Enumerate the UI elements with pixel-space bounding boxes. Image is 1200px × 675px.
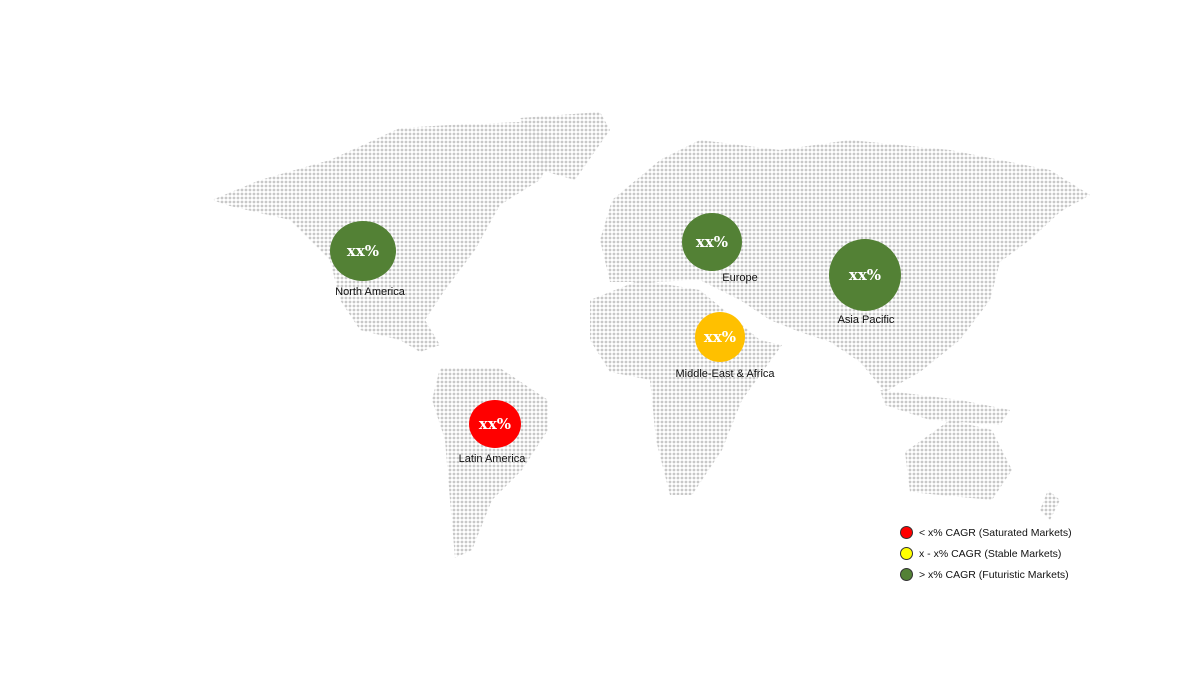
indonesia-landmass bbox=[880, 390, 1010, 425]
australia-landmass bbox=[905, 420, 1012, 500]
legend-item-futuristic: > x% CAGR (Futuristic Markets) bbox=[900, 564, 1072, 585]
region-label-north-america: North America bbox=[335, 286, 405, 298]
greenland-landmass bbox=[520, 112, 610, 180]
legend-label: > x% CAGR (Futuristic Markets) bbox=[919, 568, 1069, 581]
region-label-middle-east-africa: Middle-East & Africa bbox=[675, 368, 775, 380]
yellow-dot-icon bbox=[900, 547, 913, 560]
region-label-latin-america: Latin America bbox=[458, 453, 526, 465]
region-bubble-europe: xx% bbox=[682, 213, 742, 271]
legend-item-stable: x - x% CAGR (Stable Markets) bbox=[900, 543, 1072, 564]
region-label-asia-pacific: Asia Pacific bbox=[837, 314, 895, 326]
region-bubble-asia-pacific: xx% bbox=[829, 239, 901, 311]
red-dot-icon bbox=[900, 526, 913, 539]
legend: < x% CAGR (Saturated Markets) x - x% CAG… bbox=[900, 522, 1072, 585]
legend-label: < x% CAGR (Saturated Markets) bbox=[919, 526, 1072, 539]
region-label-europe: Europe bbox=[722, 272, 758, 284]
region-bubble-latin-america: xx% bbox=[469, 400, 521, 448]
legend-label: x - x% CAGR (Stable Markets) bbox=[919, 547, 1062, 560]
legend-item-saturated: < x% CAGR (Saturated Markets) bbox=[900, 522, 1072, 543]
green-dot-icon bbox=[900, 568, 913, 581]
africa-landmass bbox=[590, 280, 782, 495]
region-bubble-middle-east-africa: xx% bbox=[695, 312, 745, 362]
new-zealand-landmass bbox=[1040, 490, 1060, 520]
region-bubble-north-america: xx% bbox=[330, 221, 396, 281]
